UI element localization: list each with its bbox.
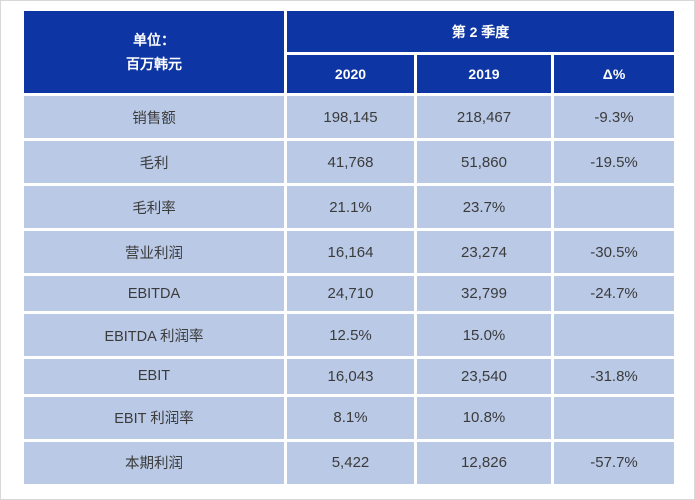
value-2020-cell: 16,043 — [284, 356, 417, 397]
row-label-cell: EBIT 利润率 — [21, 393, 287, 442]
value-2019-cell: 51,860 — [414, 138, 554, 187]
value-2019-cell: 32,799 — [414, 273, 554, 315]
row-label-cell: EBITDA — [21, 273, 287, 315]
column-header-2019: 2019 — [414, 52, 554, 96]
value-2020-cell: 5,422 — [284, 438, 417, 488]
table-row: 营业利润 16,164 23,274 -30.5% — [21, 228, 678, 277]
delta-cell: -19.5% — [550, 138, 678, 187]
table-row: EBITDA 24,710 32,799 -24.7% — [21, 273, 678, 315]
value-2020-cell: 198,145 — [284, 92, 417, 142]
column-header-delta: Δ% — [550, 52, 678, 96]
delta-cell: -24.7% — [550, 273, 678, 315]
value-2019-cell: 218,467 — [414, 92, 554, 142]
table-row: 本期利润 5,422 12,826 -57.7% — [21, 438, 678, 488]
row-label-cell: 营业利润 — [21, 228, 287, 277]
value-2020-cell: 8.1% — [284, 393, 417, 442]
table-row: EBIT 利润率 8.1% 10.8% — [21, 393, 678, 442]
row-label-cell: EBITDA 利润率 — [21, 311, 287, 360]
row-label-cell: 本期利润 — [21, 438, 287, 488]
column-header-2020: 2020 — [284, 52, 417, 96]
delta-cell: -31.8% — [550, 356, 678, 397]
quarter-header-cell: 第 2 季度 — [283, 8, 678, 55]
unit-header-cell: 单位： 百万韩元 — [21, 8, 287, 96]
value-2020-cell: 41,768 — [284, 138, 417, 187]
row-label-cell: 毛利率 — [21, 183, 287, 232]
row-label-cell: EBIT — [21, 356, 287, 397]
row-label-cell: 销售额 — [21, 92, 287, 142]
delta-cell — [550, 311, 678, 360]
table-row: EBITDA 利润率 12.5% 15.0% — [21, 311, 678, 360]
value-2020-cell: 24,710 — [284, 273, 417, 315]
value-2020-cell: 21.1% — [284, 183, 417, 232]
delta-cell — [550, 183, 678, 232]
value-2019-cell: 15.0% — [414, 311, 554, 360]
value-2020-cell: 16,164 — [284, 228, 417, 277]
table-row: 毛利 41,768 51,860 -19.5% — [21, 138, 678, 187]
delta-cell — [550, 393, 678, 442]
unit-label-line1: 单位： — [133, 31, 175, 48]
table-row: 销售额 198,145 218,467 -9.3% — [21, 92, 678, 142]
unit-label-line2: 百万韩元 — [126, 56, 182, 72]
value-2019-cell: 10.8% — [414, 393, 554, 442]
value-2019-cell: 23,274 — [414, 228, 554, 277]
value-2019-cell: 23,540 — [414, 356, 554, 397]
table-row: EBIT 16,043 23,540 -31.8% — [21, 356, 678, 397]
delta-cell: -30.5% — [550, 228, 678, 277]
table-row: 毛利率 21.1% 23.7% — [21, 183, 678, 232]
value-2020-cell: 12.5% — [284, 311, 417, 360]
delta-cell: -9.3% — [550, 92, 678, 142]
row-label-cell: 毛利 — [21, 138, 287, 187]
value-2019-cell: 12,826 — [414, 438, 554, 488]
value-2019-cell: 23.7% — [414, 183, 554, 232]
delta-cell: -57.7% — [550, 438, 678, 488]
financial-table: 单位： 百万韩元 第 2 季度 2020 2019 Δ% 销售额 198,145… — [21, 8, 678, 488]
